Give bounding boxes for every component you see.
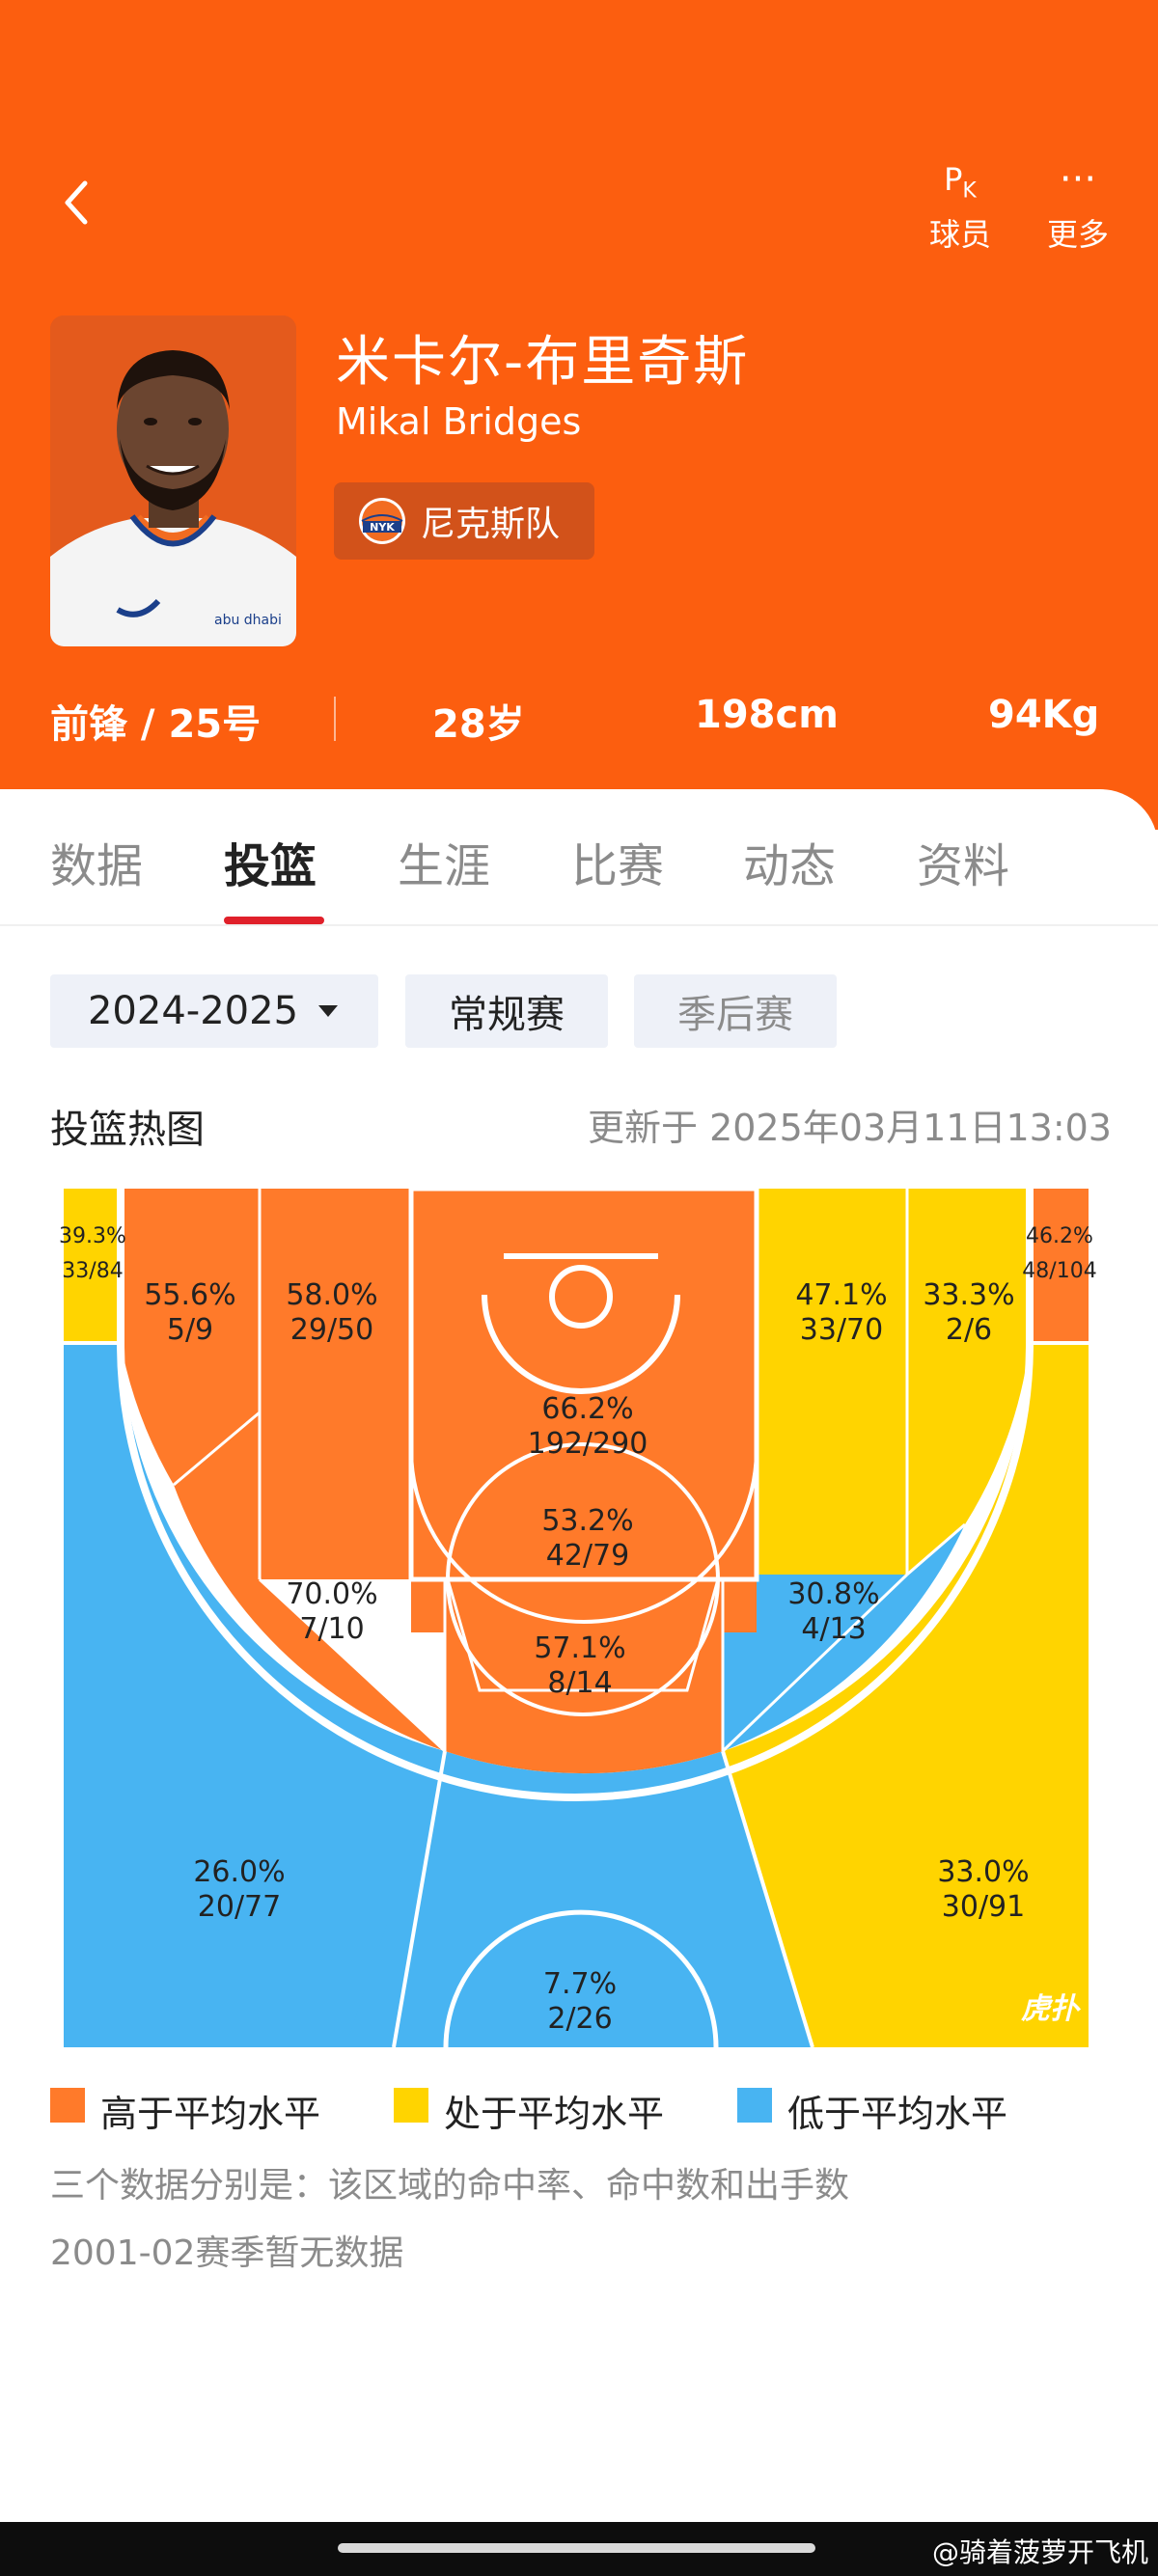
zone-left-mid-inner: [260, 1189, 411, 1579]
legend-below-swatch: [737, 2088, 772, 2123]
legend-above-swatch: [50, 2088, 85, 2123]
zone-label-pct: 39.3%: [59, 1224, 126, 1248]
data-note: 三个数据分别是：该区域的命中率、命中数和出手数: [50, 2166, 850, 2206]
caret-down-icon: [318, 1005, 339, 1017]
zone-label-made: 2/6: [946, 1313, 992, 1347]
zone-right-mid-inner: [757, 1189, 907, 1575]
zone-right-wing-3: [723, 1343, 1090, 2047]
shot-heatmap: 39.3% 33/84 55.6% 5/9 58.0% 29/50 66.2% …: [50, 1189, 1102, 2047]
player-name-en: Mikal Bridges: [336, 400, 582, 443]
image-watermark: @骑着菠萝开飞机: [931, 2536, 1148, 2568]
zone-right-corner-3: [1030, 1189, 1090, 1343]
zone-label-made: 4/13: [801, 1612, 866, 1646]
court-watermark: 虎扑: [1021, 1992, 1081, 2026]
zone-label-pct: 70.0%: [286, 1577, 377, 1611]
tab-shooting[interactable]: 投篮: [224, 839, 317, 893]
back-icon[interactable]: [50, 174, 108, 232]
zone-label-pct: 33.3%: [923, 1278, 1014, 1312]
season-value: 2024-2025: [87, 989, 299, 1033]
player-avatar: abu dhabi: [50, 315, 296, 646]
tab-career[interactable]: 生涯: [398, 839, 491, 893]
legend-below-label: 低于平均水平: [787, 2093, 1008, 2135]
svg-text:abu dhabi: abu dhabi: [214, 613, 282, 628]
zone-label-pct: 55.6%: [144, 1278, 235, 1312]
active-tab-indicator: [224, 917, 324, 924]
player-header: PK 球员 ··· 更多 abu dhabi 米卡尔-布里奇斯 Mikal Br…: [0, 0, 1158, 830]
home-indicator[interactable]: [338, 2543, 815, 2553]
zone-label-made: 8/14: [547, 1666, 612, 1700]
pk-icon: PK: [944, 161, 977, 204]
zone-label-pct: 57.1%: [534, 1631, 625, 1665]
updated-time: 更新于 2025年03月11日13:03: [587, 1107, 1112, 1149]
zone-label-pct: 47.1%: [795, 1278, 887, 1312]
player-name-cn: 米卡尔-布里奇斯: [336, 331, 750, 394]
tabs-divider: [0, 924, 1158, 926]
zone-label-pct: 58.0%: [286, 1278, 377, 1312]
zone-label-made: 20/77: [198, 1890, 281, 1924]
zone-label-pct: 66.2%: [541, 1392, 633, 1426]
playoffs-button[interactable]: 季后赛: [634, 974, 837, 1048]
pk-player-button[interactable]: PK 球员: [907, 154, 1013, 255]
svg-text:NYK: NYK: [370, 521, 395, 534]
zone-label-pct: 26.0%: [193, 1855, 285, 1889]
zone-label-made: 30/91: [942, 1890, 1025, 1924]
season-note: 2001-02赛季暂无数据: [50, 2233, 404, 2273]
season-select[interactable]: 2024-2025: [50, 974, 378, 1048]
team-name: 尼克斯队: [421, 505, 561, 544]
zone-label-made: 42/79: [546, 1539, 629, 1573]
zone-label-pct: 33.0%: [937, 1855, 1029, 1889]
zone-left-mid-baseline: [121, 1189, 260, 1485]
position-number: 前锋 / 25号: [50, 702, 262, 747]
regular-season-button[interactable]: 常规赛: [405, 974, 608, 1048]
section-title: 投篮热图: [50, 1108, 205, 1152]
zone-label-pct: 46.2%: [1026, 1224, 1093, 1248]
zone-label-made: 33/70: [800, 1313, 883, 1347]
zone-label-made: 48/104: [1022, 1259, 1096, 1283]
tab-games[interactable]: 比赛: [571, 839, 665, 893]
info-divider: [334, 697, 336, 741]
more-button[interactable]: ··· 更多: [1025, 154, 1131, 255]
more-label: 更多: [1046, 216, 1109, 253]
player-weight: 94Kg: [988, 693, 1100, 737]
player-age: 28岁: [432, 702, 525, 747]
zone-label-pct: 53.2%: [541, 1504, 633, 1538]
zone-label-made: 7/10: [299, 1612, 364, 1646]
zone-label-pct: 30.8%: [787, 1577, 879, 1611]
zone-label-made: 192/290: [528, 1427, 648, 1461]
team-badge[interactable]: NYK 尼克斯队: [334, 482, 594, 560]
tab-profile[interactable]: 资料: [917, 839, 1010, 893]
zone-label-made: 29/50: [290, 1313, 373, 1347]
legend-average-swatch: [394, 2088, 428, 2123]
zone-label-made: 33/84: [62, 1259, 123, 1283]
legend-average-label: 处于平均水平: [444, 2093, 665, 2135]
knicks-logo-icon: NYK: [359, 498, 405, 544]
tab-news[interactable]: 动态: [743, 839, 837, 893]
zone-label-made: 2/26: [547, 2002, 612, 2036]
more-icon: ···: [1059, 157, 1097, 202]
zone-label-made: 5/9: [167, 1313, 213, 1347]
zone-left-elbow-mid: [174, 1412, 445, 1751]
zone-left-corner-3: [62, 1189, 121, 1343]
player-height: 198cm: [695, 693, 839, 737]
zone-label-pct: 7.7%: [543, 1967, 617, 2001]
zone-right-mid-baseline: [907, 1189, 1030, 1575]
pk-label: 球员: [928, 216, 991, 253]
zone-free-throw-area: [411, 1579, 757, 1632]
tab-data[interactable]: 数据: [50, 839, 144, 893]
legend-above-label: 高于平均水平: [100, 2093, 321, 2135]
